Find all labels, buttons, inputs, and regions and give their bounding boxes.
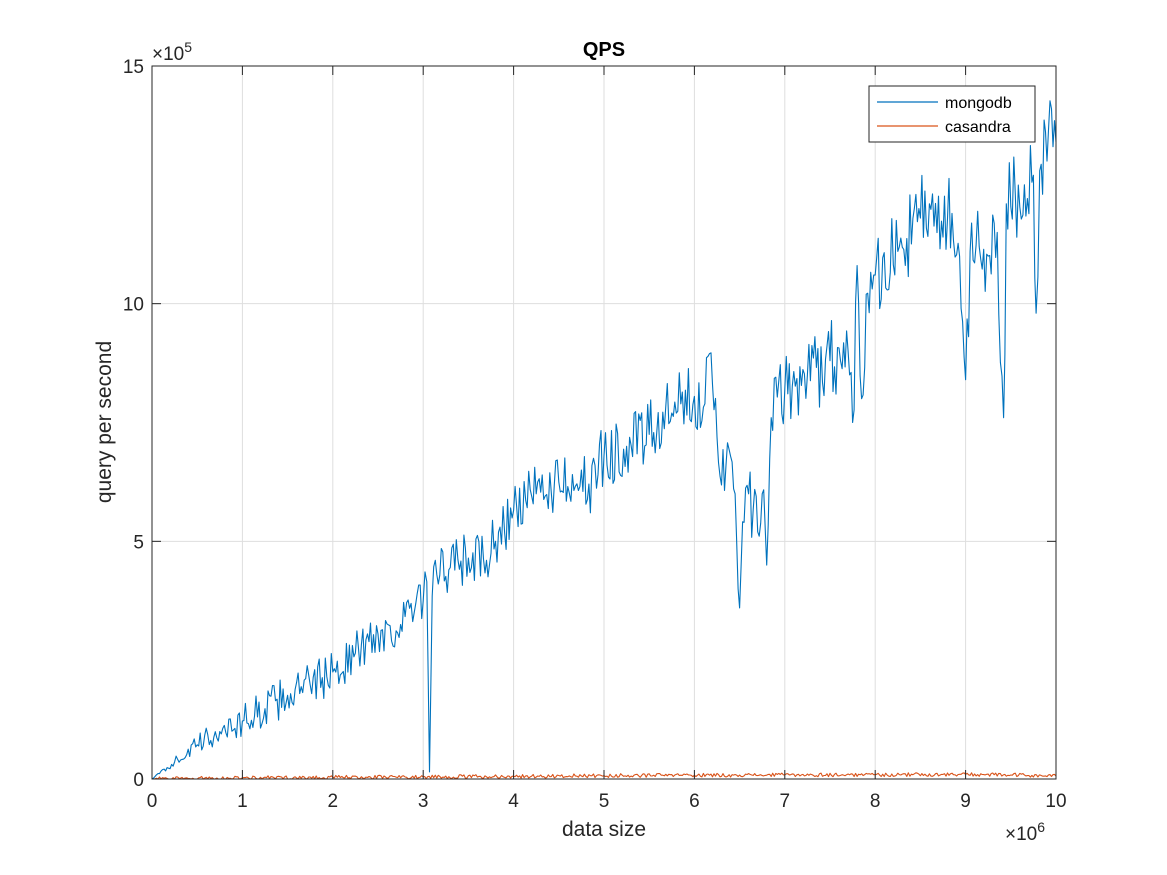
y-tick-labels: 0 5 10 15 xyxy=(123,57,144,791)
x-exponent-base: ×10 xyxy=(1005,824,1037,845)
tick-marks xyxy=(151,65,1057,780)
x-axis-label: data size xyxy=(562,818,646,841)
x-tick-label: 10 xyxy=(1045,791,1066,812)
y-tick-label: 0 xyxy=(133,770,144,791)
x-tick-label: 1 xyxy=(237,791,248,812)
x-tick-labels: 0 1 2 3 4 5 6 7 8 9 10 xyxy=(147,791,1067,812)
legend: mongodb casandra xyxy=(868,85,1036,143)
x-tick-label: 8 xyxy=(870,791,881,812)
x-tick-label: 5 xyxy=(599,791,610,812)
chart-title: QPS xyxy=(583,39,625,61)
x-tick-label: 4 xyxy=(508,791,519,812)
x-tick-label: 2 xyxy=(328,791,339,812)
legend-label-casandra: casandra xyxy=(945,119,1011,136)
series-line-mongodb xyxy=(151,100,1057,780)
x-tick-label: 3 xyxy=(418,791,429,812)
y-exponent-base: ×10 xyxy=(152,44,184,65)
x-tick-label: 6 xyxy=(689,791,700,812)
y-tick-label: 15 xyxy=(123,57,144,78)
x-axis-exponent: ×106 xyxy=(1005,819,1045,845)
legend-box xyxy=(868,85,1036,143)
y-tick-label: 10 xyxy=(123,295,144,316)
x-exponent-power: 6 xyxy=(1037,819,1045,835)
x-tick-label: 7 xyxy=(780,791,791,812)
y-exponent-power: 5 xyxy=(184,39,192,55)
y-axis-label: query per second xyxy=(93,341,116,503)
y-axis-exponent: ×105 xyxy=(152,39,192,65)
x-tick-label: 9 xyxy=(960,791,971,812)
x-tick-label: 0 xyxy=(147,791,158,812)
legend-label-mongodb: mongodb xyxy=(945,95,1012,112)
y-tick-label: 5 xyxy=(133,532,144,553)
